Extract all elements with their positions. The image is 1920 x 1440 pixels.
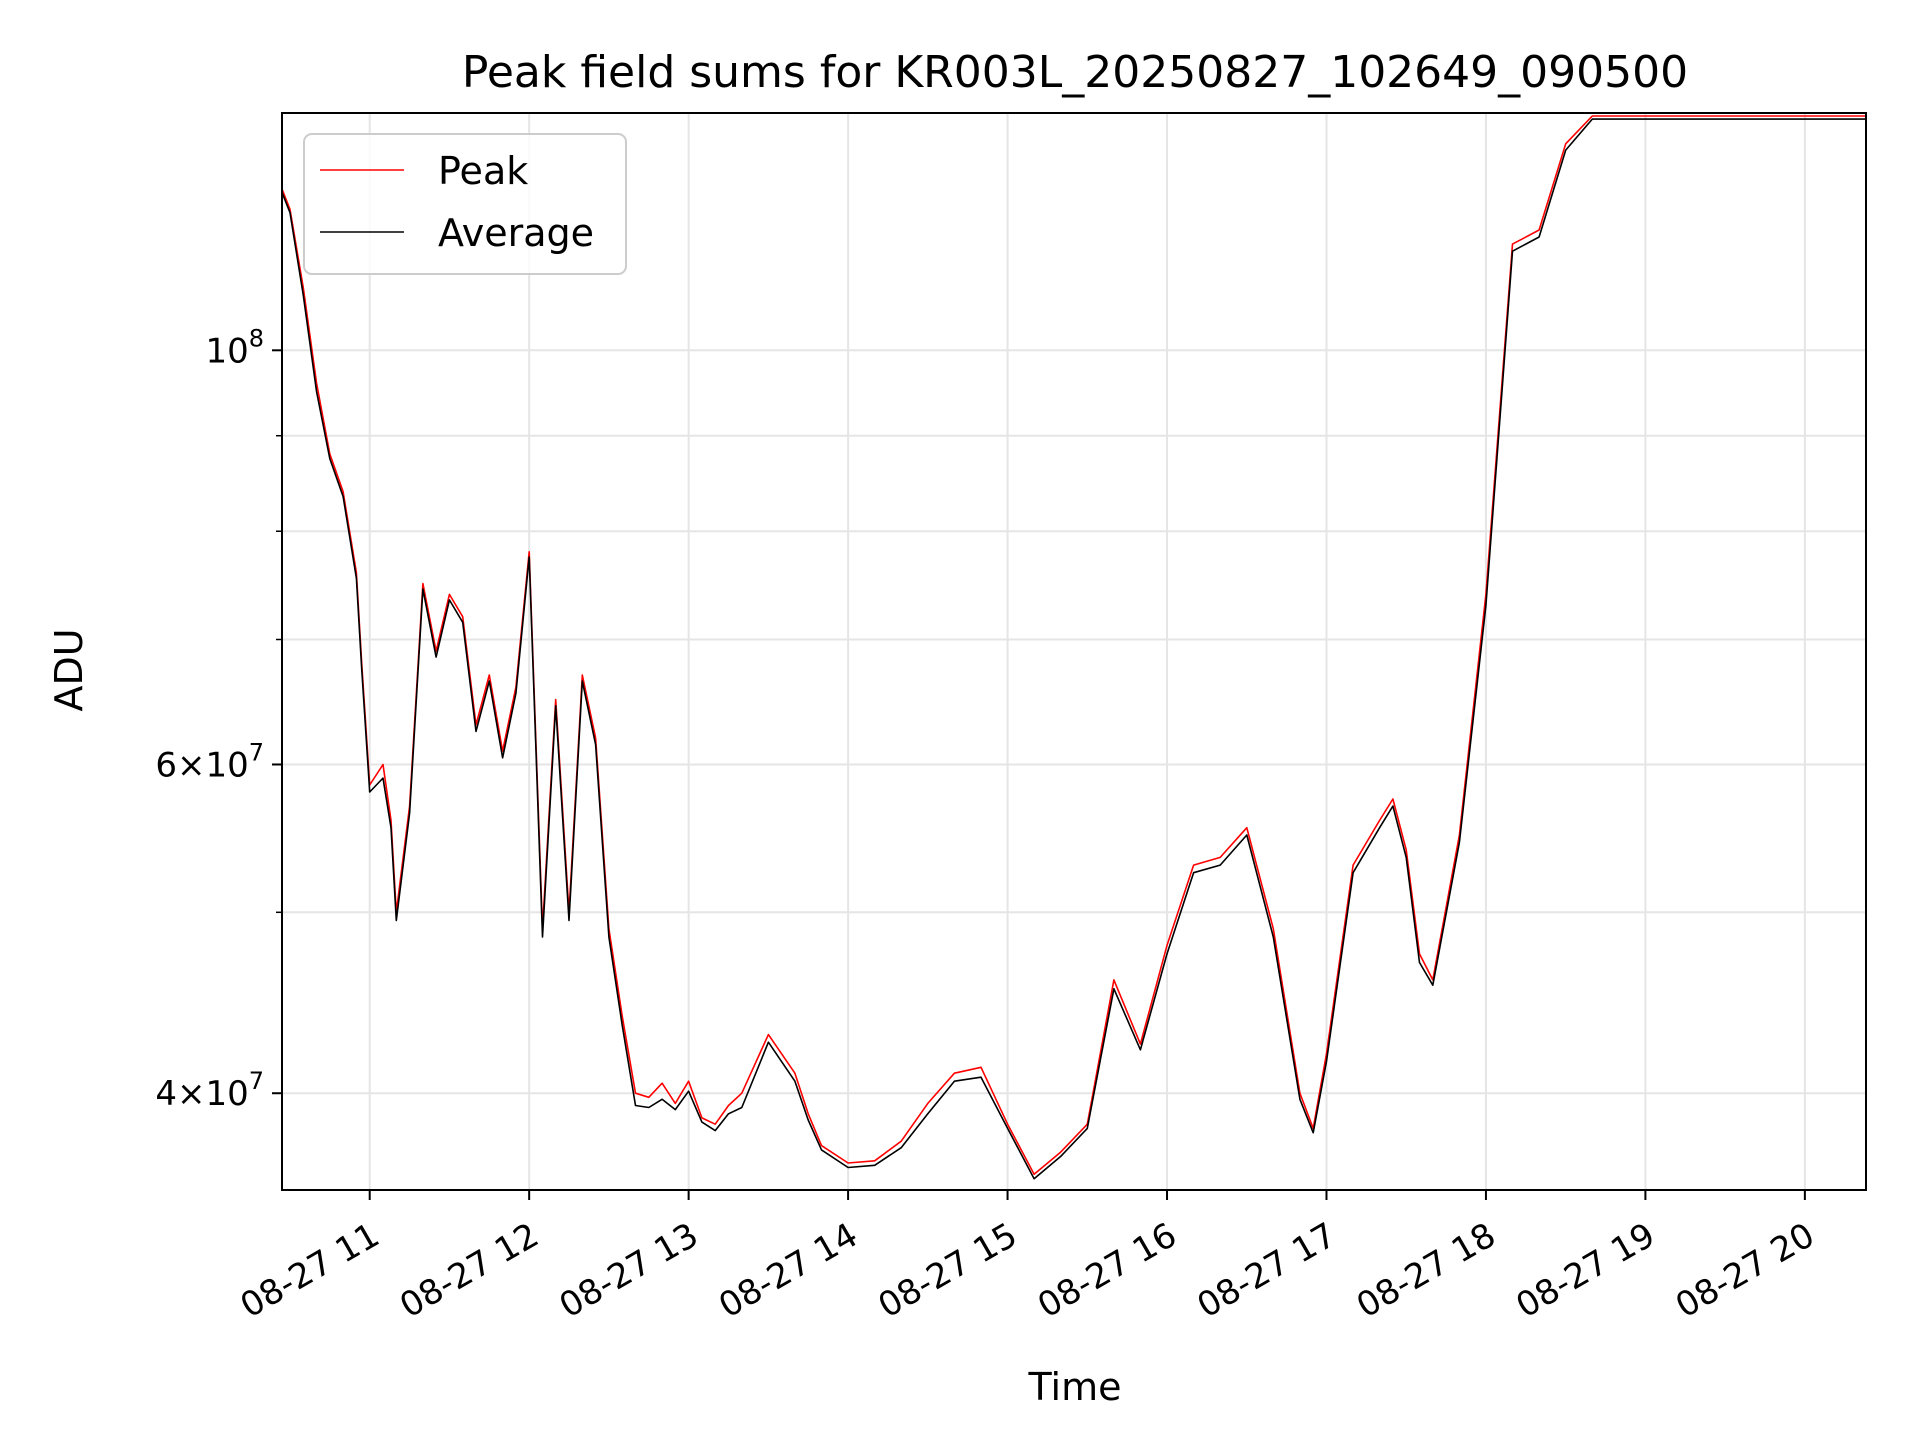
chart-title: Peak field sums for KR003L_20250827_1026… — [462, 47, 1688, 98]
legend-box — [303, 133, 627, 275]
series-line-peak — [281, 115, 1866, 1175]
legend: Peak Average — [303, 133, 627, 275]
grid-lines — [282, 113, 1866, 1190]
plot-background — [282, 113, 1866, 1190]
y-tick-label: 108 — [205, 324, 264, 371]
legend-label-average: Average — [438, 211, 594, 255]
series-lines — [281, 115, 1866, 1180]
y-tick-label: 4×107 — [155, 1067, 264, 1114]
x-axis-label: Time — [1028, 1365, 1122, 1409]
series-line-average — [281, 118, 1866, 1180]
legend-label-peak: Peak — [438, 149, 528, 193]
y-tick-label: 6×107 — [155, 738, 264, 785]
plot-area — [281, 112, 1867, 1191]
plot-frame — [281, 112, 1867, 1191]
y-axis: 4×107 6×107 108 — [155, 324, 282, 1114]
y-axis-label: ADU — [47, 628, 91, 711]
